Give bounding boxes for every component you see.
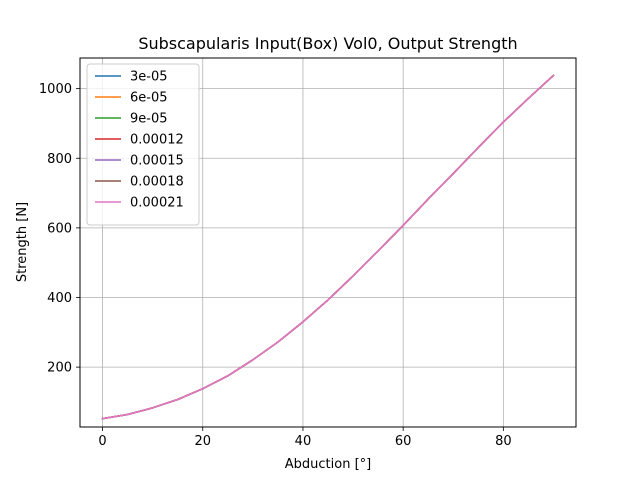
x-tick-label: 60	[395, 434, 412, 449]
grid	[80, 58, 576, 427]
x-tick-label: 80	[495, 434, 512, 449]
y-tick-label: 1000	[39, 82, 72, 97]
x-axis-ticks: 0 20 40 60 80	[98, 427, 512, 449]
legend-label-4: 0.00015	[130, 154, 184, 169]
x-tick-label: 40	[295, 434, 312, 449]
y-tick-label: 600	[47, 221, 72, 236]
plot-area-frame	[79, 57, 577, 428]
y-tick-label: 800	[47, 152, 72, 167]
y-axis-ticks: 200 400 600 800 1000	[39, 82, 80, 376]
legend-label-6: 0.00021	[130, 196, 184, 211]
y-tick-label: 400	[47, 291, 72, 306]
series-line-6	[101, 74, 555, 420]
x-axis-label: Abduction [°]	[285, 457, 371, 472]
y-axis-label: Strength [N]	[15, 202, 30, 282]
legend-label-0: 3e-05	[130, 70, 168, 85]
legend-label-3: 0.00012	[130, 133, 184, 148]
y-tick-label: 200	[47, 361, 72, 376]
legend-label-1: 6e-05	[130, 91, 168, 106]
legend: 3e-05 6e-05 9e-05 0.00012 0.00015 0.00018 0.00…	[86, 63, 200, 226]
legend-label-5: 0.00018	[130, 175, 184, 190]
legend-frame	[86, 63, 200, 226]
x-tick-label: 20	[194, 434, 211, 449]
chart-title: Subscapularis Input(Box) Vol0, Output St…	[138, 34, 517, 53]
x-tick-label: 0	[98, 434, 106, 449]
legend-label-2: 9e-05	[130, 112, 168, 127]
series-lines	[101, 74, 555, 420]
